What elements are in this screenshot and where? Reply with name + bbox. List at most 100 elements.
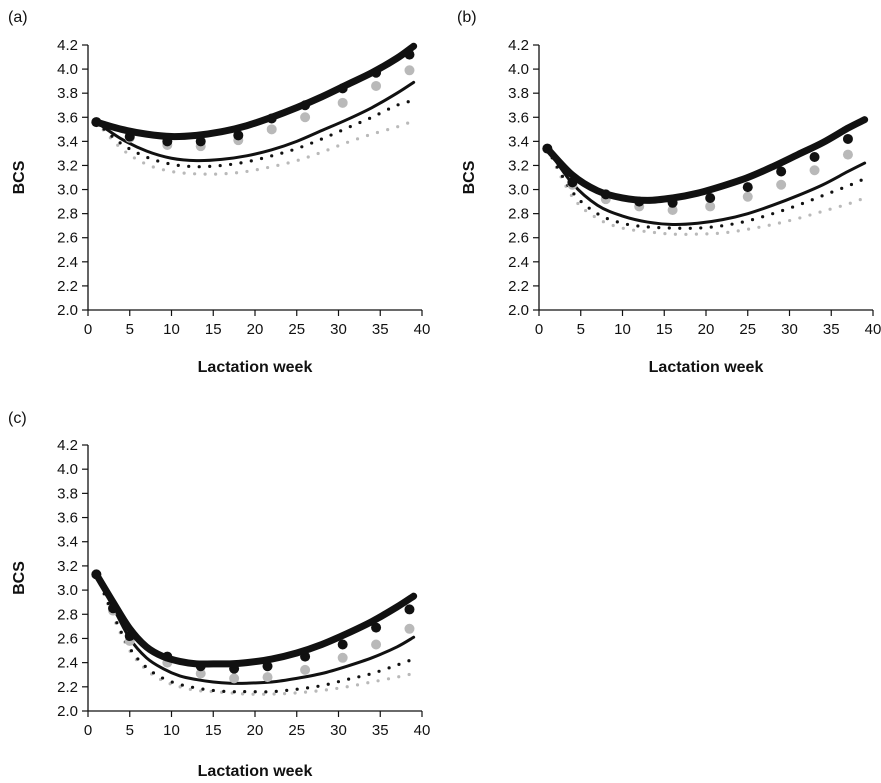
point-grey-dots [300,112,311,123]
y-tick-label: 3.0 [57,582,78,599]
point-black-dots [842,133,853,144]
x-tick-label: 35 [372,321,389,338]
x-tick-label: 20 [247,722,264,739]
chart-panel-2: (b) 2.0 2.2 2.4 2.6 2.8 3.0 3.2 3.4 3.6 3.8 4.0 4.2 0… [457,9,881,376]
y-tick-label: 3.4 [508,133,529,150]
y-tick-label: 2.4 [57,254,78,271]
x-axis-title: Lactation week [198,359,313,376]
series-thin-black-line [94,80,416,163]
x-tick-label: 5 [126,321,134,338]
y-tick-label: 3.0 [57,182,78,199]
point-grey-dots [404,623,415,634]
point-black-dots [742,182,753,193]
y-tick-label: 2.6 [508,230,529,247]
point-grey-dots [776,179,787,190]
y-tick-label: 4.2 [57,37,78,54]
panel-label: (b) [457,9,477,26]
point-grey-dots [229,673,240,684]
point-grey-dots [667,205,678,216]
chart-panel-1: (a) 2.0 2.2 2.4 2.6 2.8 3.0 3.2 3.4 3.6 3.8 4.0 4.2 0… [8,9,430,376]
y-tick-label: 3.6 [508,109,529,126]
x-tick-label: 0 [84,321,92,338]
series-thin-black-line [94,572,416,685]
point-grey-dots [809,165,820,176]
y-tick-label: 2.0 [508,302,529,319]
y-tick-label: 3.6 [57,109,78,126]
point-grey-dots [371,639,382,650]
point-black-dots [809,152,820,163]
point-grey-dots [337,652,348,663]
y-tick-label: 2.2 [57,679,78,696]
point-grey-dots [337,97,348,108]
series-thick-black-line [92,42,418,141]
y-tick-label: 3.4 [57,534,78,551]
point-grey-dots [404,65,415,76]
point-grey-dots [266,124,277,135]
point-grey-dots [705,201,716,212]
point-black-dots [705,192,716,203]
point-grey-dots [195,668,206,679]
chart-panel-3: (c) 2.0 2.2 2.4 2.6 2.8 3.0 3.2 3.4 3.6 3.8 4.0 4.2 0… [8,410,430,780]
panel-label: (a) [8,9,28,26]
x-axis-title: Lactation week [198,763,313,780]
y-tick-label: 2.4 [57,655,78,672]
x-tick-label: 35 [823,321,840,338]
series-black-dotted-line [94,572,416,694]
point-grey-dots [262,672,273,683]
x-tick-label: 25 [288,722,305,739]
y-tick-label: 2.6 [57,230,78,247]
y-tick-label: 3.8 [508,85,529,102]
x-tick-label: 30 [330,321,347,338]
x-tick-label: 10 [163,321,180,338]
x-tick-label: 15 [656,321,673,338]
y-tick-label: 4.0 [57,461,78,478]
y-tick-label: 2.2 [508,278,529,295]
x-tick-label: 15 [205,722,222,739]
y-tick-label: 2.4 [508,254,529,271]
point-grey-dots [300,664,311,675]
y-tick-label: 3.2 [57,558,78,575]
y-axis-title: BCS [11,561,28,595]
point-black-dots [337,639,348,650]
y-tick-label: 3.6 [57,510,78,527]
x-tick-label: 40 [414,321,431,338]
point-grey-dots [742,191,753,202]
x-tick-label: 25 [739,321,756,338]
x-tick-label: 20 [247,321,264,338]
point-black-dots [233,130,244,141]
x-tick-label: 5 [126,722,134,739]
y-axis-title: BCS [461,160,478,194]
y-tick-label: 3.8 [57,85,78,102]
series-thick-black-line [92,570,418,668]
x-tick-label: 0 [535,321,543,338]
series-thick-black-line [543,116,869,204]
x-tick-label: 5 [577,321,585,338]
y-axis-title: BCS [11,160,28,194]
series-grey-dotted-line [545,146,867,236]
y-tick-label: 2.8 [508,206,529,223]
x-tick-label: 25 [288,321,305,338]
point-grey-dots [842,149,853,160]
y-tick-label: 2.8 [57,606,78,623]
y-tick-label: 3.2 [508,157,529,174]
x-tick-label: 10 [163,722,180,739]
y-tick-label: 4.2 [508,37,529,54]
y-tick-label: 3.0 [508,182,529,199]
y-tick-label: 2.6 [57,630,78,647]
y-tick-label: 2.2 [57,278,78,295]
series-black-dotted-line [545,146,867,230]
x-tick-label: 35 [372,722,389,739]
y-tick-label: 4.2 [57,437,78,454]
y-tick-label: 2.8 [57,206,78,223]
x-tick-label: 20 [698,321,715,338]
x-tick-label: 40 [414,722,431,739]
point-black-dots [195,136,206,147]
series-thin-black-line [545,147,867,227]
y-tick-label: 3.4 [57,133,78,150]
x-tick-label: 0 [84,722,92,739]
y-tick-label: 4.0 [57,61,78,78]
series-black-dotted-line [94,98,416,169]
point-black-dots [371,622,382,633]
point-black-dots [262,661,273,672]
